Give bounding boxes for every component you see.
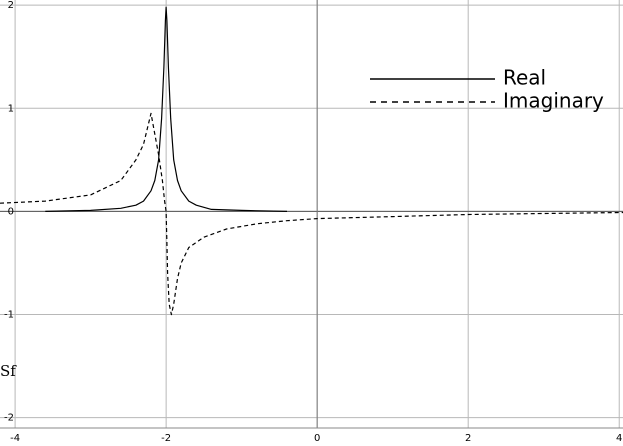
y-tick-label-0: -2 bbox=[4, 413, 14, 424]
x-tick-label-3: 2 bbox=[465, 433, 471, 444]
x-tick-label-0: -4 bbox=[10, 433, 20, 444]
x-tick-label-2: 0 bbox=[314, 433, 320, 444]
y-tick-label-1: -1 bbox=[4, 310, 14, 321]
legend-label-imaginary: Imaginary bbox=[503, 89, 604, 113]
x-tick-labels: -4 -2 0 2 4 bbox=[10, 433, 622, 444]
legend: Real Imaginary bbox=[370, 66, 604, 113]
x-tick-label-4: 4 bbox=[616, 433, 622, 444]
y-tick-label-2: 0 bbox=[8, 206, 14, 217]
series-layer bbox=[0, 6, 623, 316]
y-tick-labels: -2 -1 0 1 2 bbox=[4, 0, 14, 424]
y-tick-label-3: 1 bbox=[8, 103, 14, 114]
grid-y bbox=[0, 4, 623, 419]
axes bbox=[0, 0, 623, 429]
x-tick-label-1: -2 bbox=[161, 433, 171, 444]
y-tick-label-4: 2 bbox=[8, 0, 14, 11]
series-line-real bbox=[45, 6, 288, 212]
y-axis-label: Sf bbox=[0, 362, 17, 380]
legend-label-real: Real bbox=[503, 66, 546, 90]
series-line-imaginary bbox=[0, 112, 623, 316]
